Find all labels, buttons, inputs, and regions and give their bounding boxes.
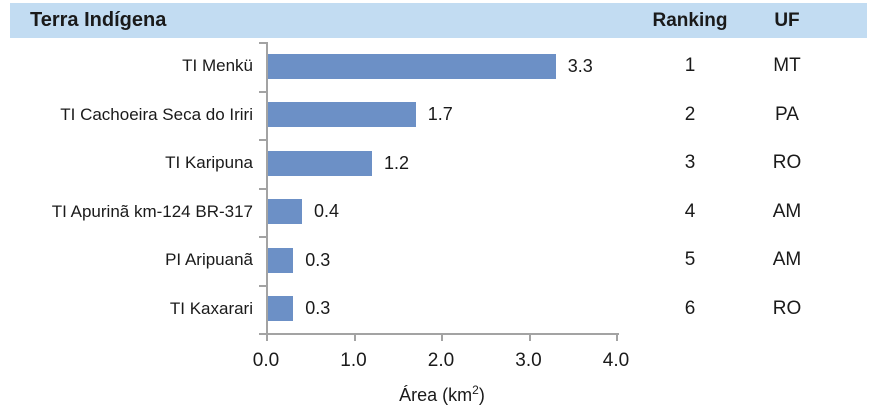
bar-value-label: 0.4	[314, 201, 340, 222]
bar	[267, 247, 294, 273]
bar-track: 1.7	[267, 102, 617, 128]
ranking-value: 6	[684, 297, 696, 319]
bar-value-label: 0.3	[305, 249, 331, 270]
uf-value: AM	[772, 200, 802, 222]
table-row: TI Kaxarari 0.3 6 RO	[0, 285, 877, 334]
y-axis-tick	[259, 139, 267, 141]
x-axis-tick-label: 1.0	[340, 350, 367, 371]
category-label: TI Kaxarari	[169, 298, 253, 318]
bar-track: 1.2	[267, 150, 617, 176]
y-axis-line	[266, 42, 268, 335]
bar	[267, 150, 372, 176]
column-header-terra-indigena: Terra Indígena	[30, 9, 167, 31]
x-axis-title-text: Área (km	[399, 385, 473, 405]
ranking-value: 1	[684, 55, 696, 77]
ranking-value: 2	[684, 103, 696, 125]
bar	[267, 296, 294, 322]
x-axis-line	[259, 333, 619, 335]
y-axis-tick	[259, 42, 267, 44]
category-label: TI Cachoeira Seca do Iriri	[60, 104, 253, 124]
uf-value: RO	[772, 152, 802, 174]
x-axis-title: Área (km2)	[266, 383, 618, 406]
table-row: TI Menkü 3.3 1 MT	[0, 42, 877, 91]
bar	[267, 102, 416, 128]
x-axis-tick-label: 4.0	[602, 350, 630, 371]
bar	[267, 199, 302, 225]
x-axis-tick-label: 2.0	[427, 350, 455, 371]
x-axis-tick-label: 0.0	[252, 350, 280, 371]
y-axis-tick	[259, 236, 267, 238]
x-axis-tick	[353, 333, 356, 341]
y-axis-tick	[259, 284, 267, 287]
category-label: TI Karipuna	[165, 153, 253, 173]
column-header-ranking: Ranking	[652, 10, 728, 31]
uf-value: AM	[772, 249, 802, 271]
category-label: PI Aripuanã	[165, 250, 253, 270]
y-axis-tick	[259, 187, 267, 190]
category-label: TI Apurinã km-124 BR-317	[51, 201, 253, 221]
table-row: TI Apurinã km-124 BR-317 0.4 4 AM	[0, 188, 877, 237]
bar-track: 3.3	[267, 53, 617, 79]
x-axis-tick	[528, 333, 531, 341]
y-axis-tick	[259, 333, 267, 335]
bar-track: 0.3	[267, 247, 617, 273]
uf-value: PA	[775, 103, 799, 125]
x-axis-tick	[266, 333, 268, 341]
x-axis-tick	[616, 333, 618, 341]
bar-track: 0.3	[267, 296, 617, 322]
x-axis-title-superscript: 2	[472, 383, 479, 397]
table-row: PI Aripuanã 0.3 5 AM	[0, 236, 877, 285]
category-label: TI Menkü	[182, 56, 253, 76]
x-axis-tick-label: 3.0	[515, 350, 542, 371]
column-header-uf: UF	[774, 10, 800, 31]
x-axis-title-close: )	[478, 385, 485, 405]
bar-value-label: 3.3	[567, 55, 593, 76]
table-row: TI Karipuna 1.2 3 RO	[0, 139, 877, 188]
bar-chart-rows: TI Menkü 3.3 1 MT TI Cachoeira Seca do I…	[0, 42, 877, 333]
y-axis-tick	[259, 90, 267, 93]
bar-value-label: 1.2	[384, 152, 410, 173]
bar	[267, 53, 556, 79]
ranking-value: 4	[684, 200, 696, 222]
table-row: TI Cachoeira Seca do Iriri 1.7 2 PA	[0, 91, 877, 140]
uf-value: RO	[772, 297, 802, 319]
bar-track: 0.4	[267, 199, 617, 225]
table-header-band: Terra Indígena Ranking UF	[10, 3, 867, 38]
uf-value: MT	[773, 55, 801, 77]
x-axis-tick	[441, 333, 443, 341]
bar-value-label: 1.7	[427, 104, 453, 125]
ranking-value: 5	[684, 249, 696, 271]
bar-value-label: 0.3	[305, 298, 331, 319]
ranking-value: 3	[684, 152, 696, 174]
